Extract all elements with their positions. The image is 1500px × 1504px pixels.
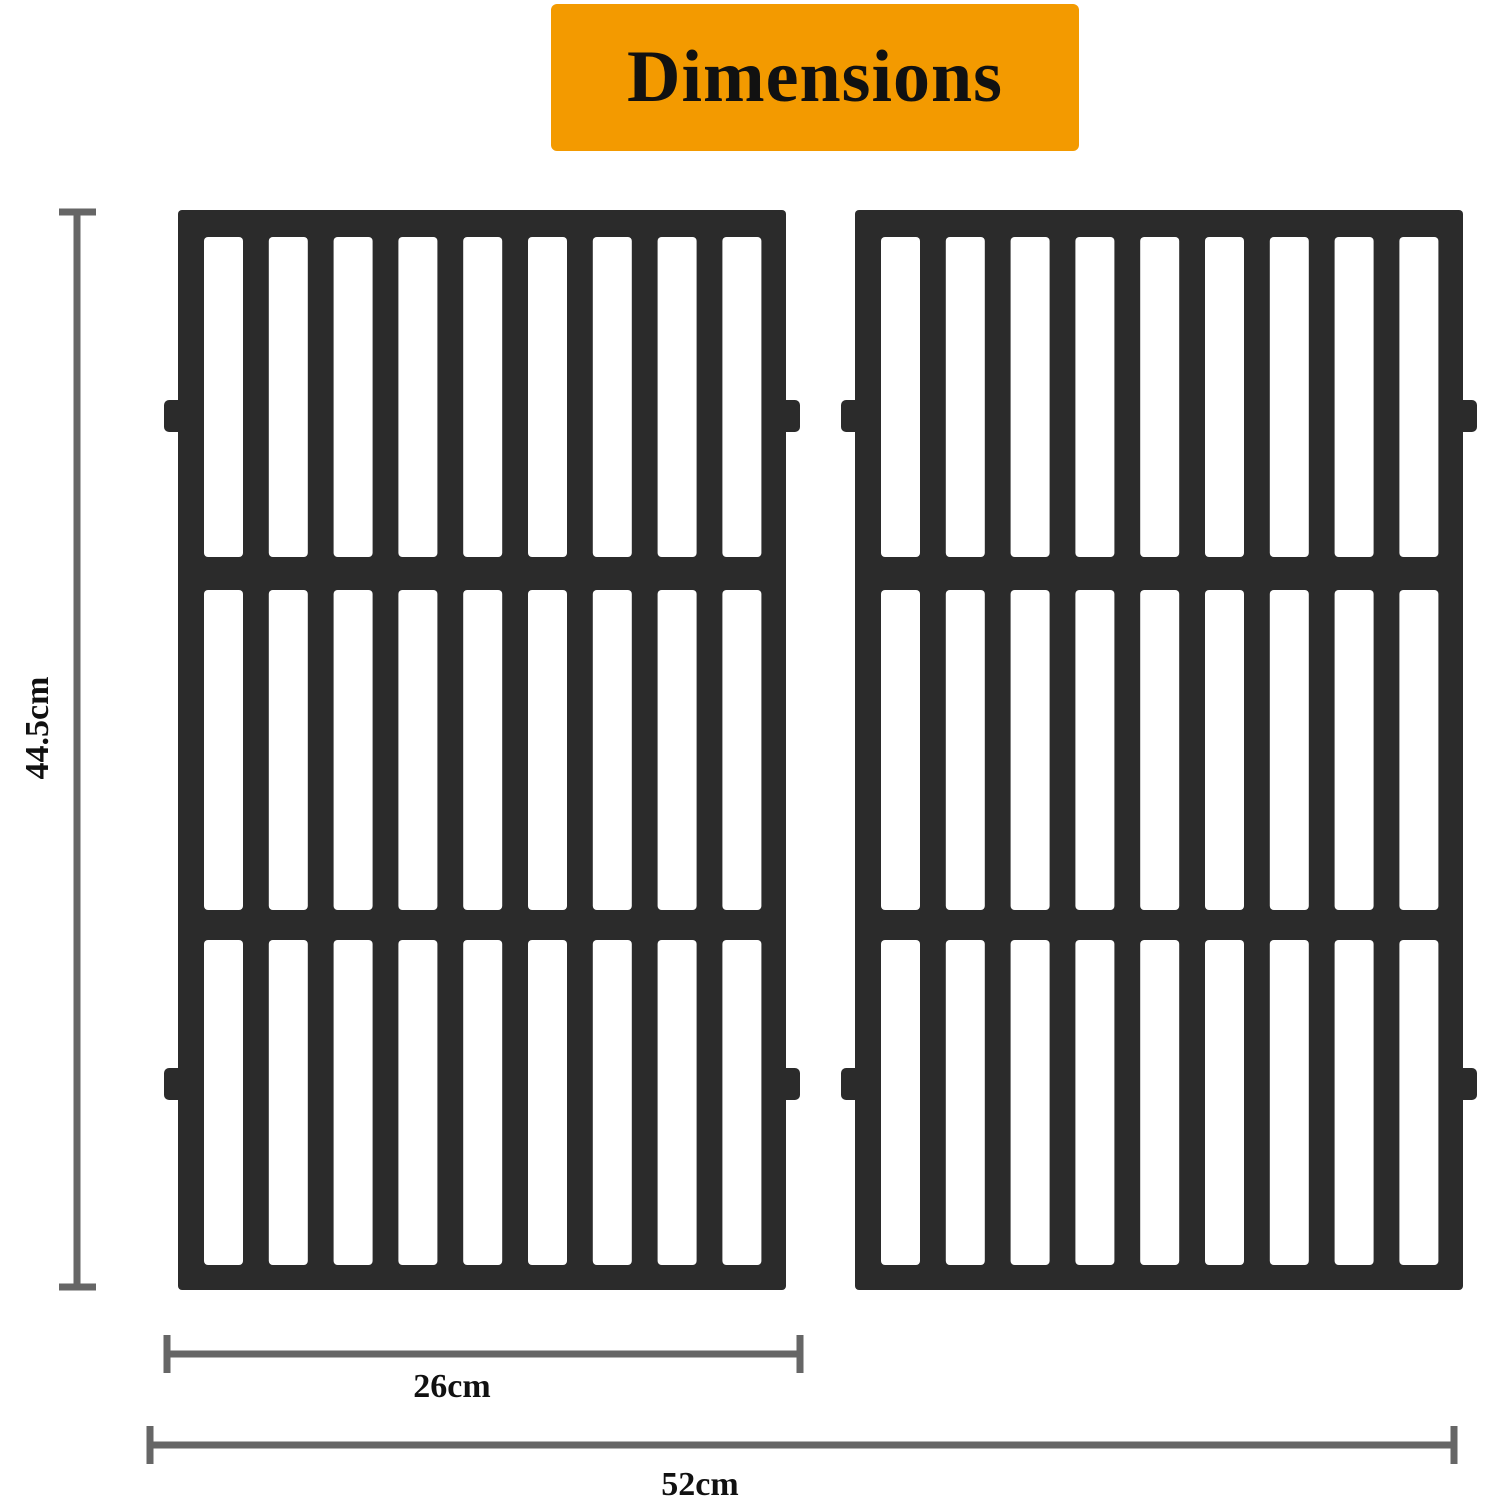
grate-slot [528,940,567,1265]
grate-slot [592,237,632,557]
grate-slot [204,590,243,910]
grate-slot [592,590,632,910]
grate-slot [204,237,243,557]
grate-slot [1140,940,1180,1265]
grate-slot [1334,237,1374,557]
grate-slot [1010,237,1050,557]
single-width-label: 26cm [413,1368,491,1405]
grate-slot [528,237,567,557]
height-label: 44.5cm [19,676,56,780]
grate-slot [268,237,308,557]
grate-slot [722,590,762,910]
grate-slot [722,940,762,1265]
grate-slot [1269,940,1309,1265]
grate-slot [1205,940,1244,1265]
grate-slot [1075,237,1115,557]
grate-slot [945,940,985,1265]
grate-slot [1269,590,1309,910]
grate-slot [528,590,567,910]
grate-slot [398,940,438,1265]
grate-slot [1334,590,1374,910]
grate-slot [463,940,503,1265]
grate-slot [268,590,308,910]
grate-slot [945,237,985,557]
grate-slot [592,940,632,1265]
grate-slot [881,590,920,910]
grate-slot [1399,590,1439,910]
grate-slot [881,940,920,1265]
grate-slot [657,590,697,910]
grate-slot [1010,590,1050,910]
grate-slot [463,590,503,910]
grate-slot [398,237,438,557]
grate-slot [1075,940,1115,1265]
title-text: Dimensions [627,36,1003,118]
grate-slot [1334,940,1374,1265]
grate-slot [204,940,243,1265]
grate-slot [1269,237,1309,557]
grate-slot [881,237,920,557]
grate-slot [1399,237,1439,557]
grate-slot [333,940,373,1265]
grate-slot [333,590,373,910]
grate-slot [398,590,438,910]
title-banner: Dimensions [551,4,1079,151]
grate-slot [1075,590,1115,910]
grate-slot [1140,237,1180,557]
grate-slot [268,940,308,1265]
grate-slot [1205,590,1244,910]
grate-slot [657,940,697,1265]
grate-slot [657,237,697,557]
grate-slot [1399,940,1439,1265]
grate-slot [1010,940,1050,1265]
grate-slot [463,237,503,557]
grate-slot [945,590,985,910]
grate-slot [1205,237,1244,557]
grate-slot [1140,590,1180,910]
grate-slot [722,237,762,557]
total-width-label: 52cm [661,1466,739,1503]
grate-slot [333,237,373,557]
